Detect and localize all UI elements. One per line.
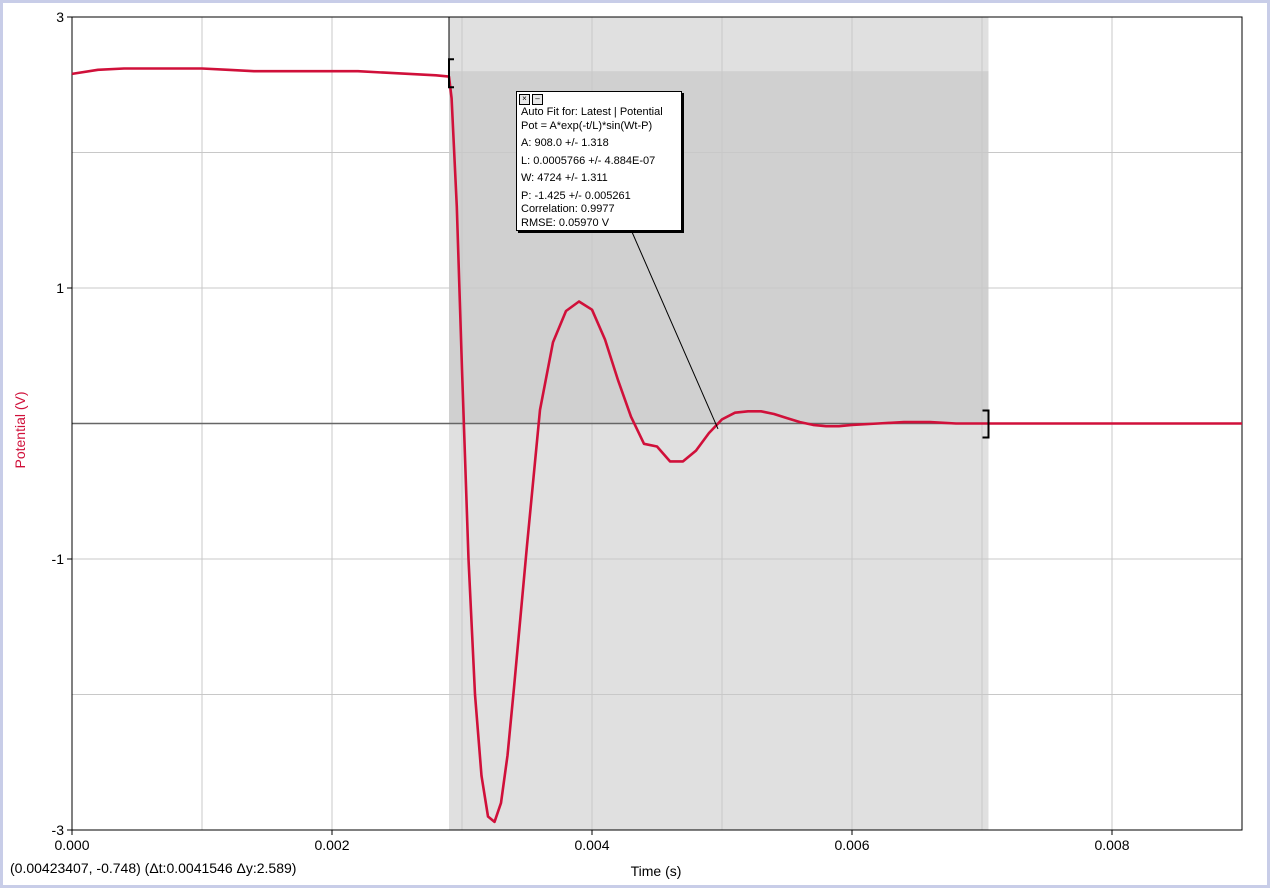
x-axis-title: Time (s) bbox=[631, 863, 682, 879]
close-icon[interactable]: × bbox=[519, 94, 530, 105]
fit-rmse: RMSE: 0.05970 V bbox=[521, 216, 610, 229]
y-axis-title: Potential (V) bbox=[12, 391, 28, 468]
x-tick-label: 0.004 bbox=[574, 837, 609, 853]
y-tick-label: -3 bbox=[52, 822, 65, 838]
fit-correlation: Correlation: 0.9977 bbox=[521, 203, 615, 215]
fit-title: Auto Fit for: Latest | Potential bbox=[521, 106, 663, 118]
y-tick-label: 3 bbox=[56, 9, 64, 25]
y-tick-label: 1 bbox=[56, 280, 64, 296]
fit-param-a: A: 908.0 +/- 1.318 bbox=[521, 137, 609, 149]
y-tick-label: -1 bbox=[52, 551, 65, 567]
x-tick-label: 0.000 bbox=[54, 837, 89, 853]
fit-param-p: P: -1.425 +/- 0.005261 bbox=[521, 189, 631, 202]
x-tick-label: 0.006 bbox=[834, 837, 869, 853]
auto-fit-annotation[interactable]: × – Auto Fit for: Latest | Potential Pot… bbox=[516, 91, 682, 231]
fit-param-l: L: 0.0005766 +/- 4.884E-07 bbox=[521, 154, 656, 167]
x-tick-label: 0.002 bbox=[314, 837, 349, 853]
fit-start-bracket[interactable] bbox=[448, 58, 454, 89]
minimize-icon[interactable]: – bbox=[532, 94, 543, 105]
annotation-leader-line bbox=[631, 231, 719, 430]
fit-equation: Pot = A*exp(-t/L)*sin(Wt-P) bbox=[521, 119, 653, 132]
x-tick-label: 0.008 bbox=[1094, 837, 1129, 853]
series-line-potential[interactable] bbox=[71, 67, 1242, 824]
fit-end-bracket[interactable] bbox=[982, 409, 990, 439]
fit-param-w: W: 4724 +/- 1.311 bbox=[521, 172, 608, 184]
cursor-readout: (0.00423407, -0.748) (Δt:0.0041546 Δy:2.… bbox=[10, 860, 297, 876]
